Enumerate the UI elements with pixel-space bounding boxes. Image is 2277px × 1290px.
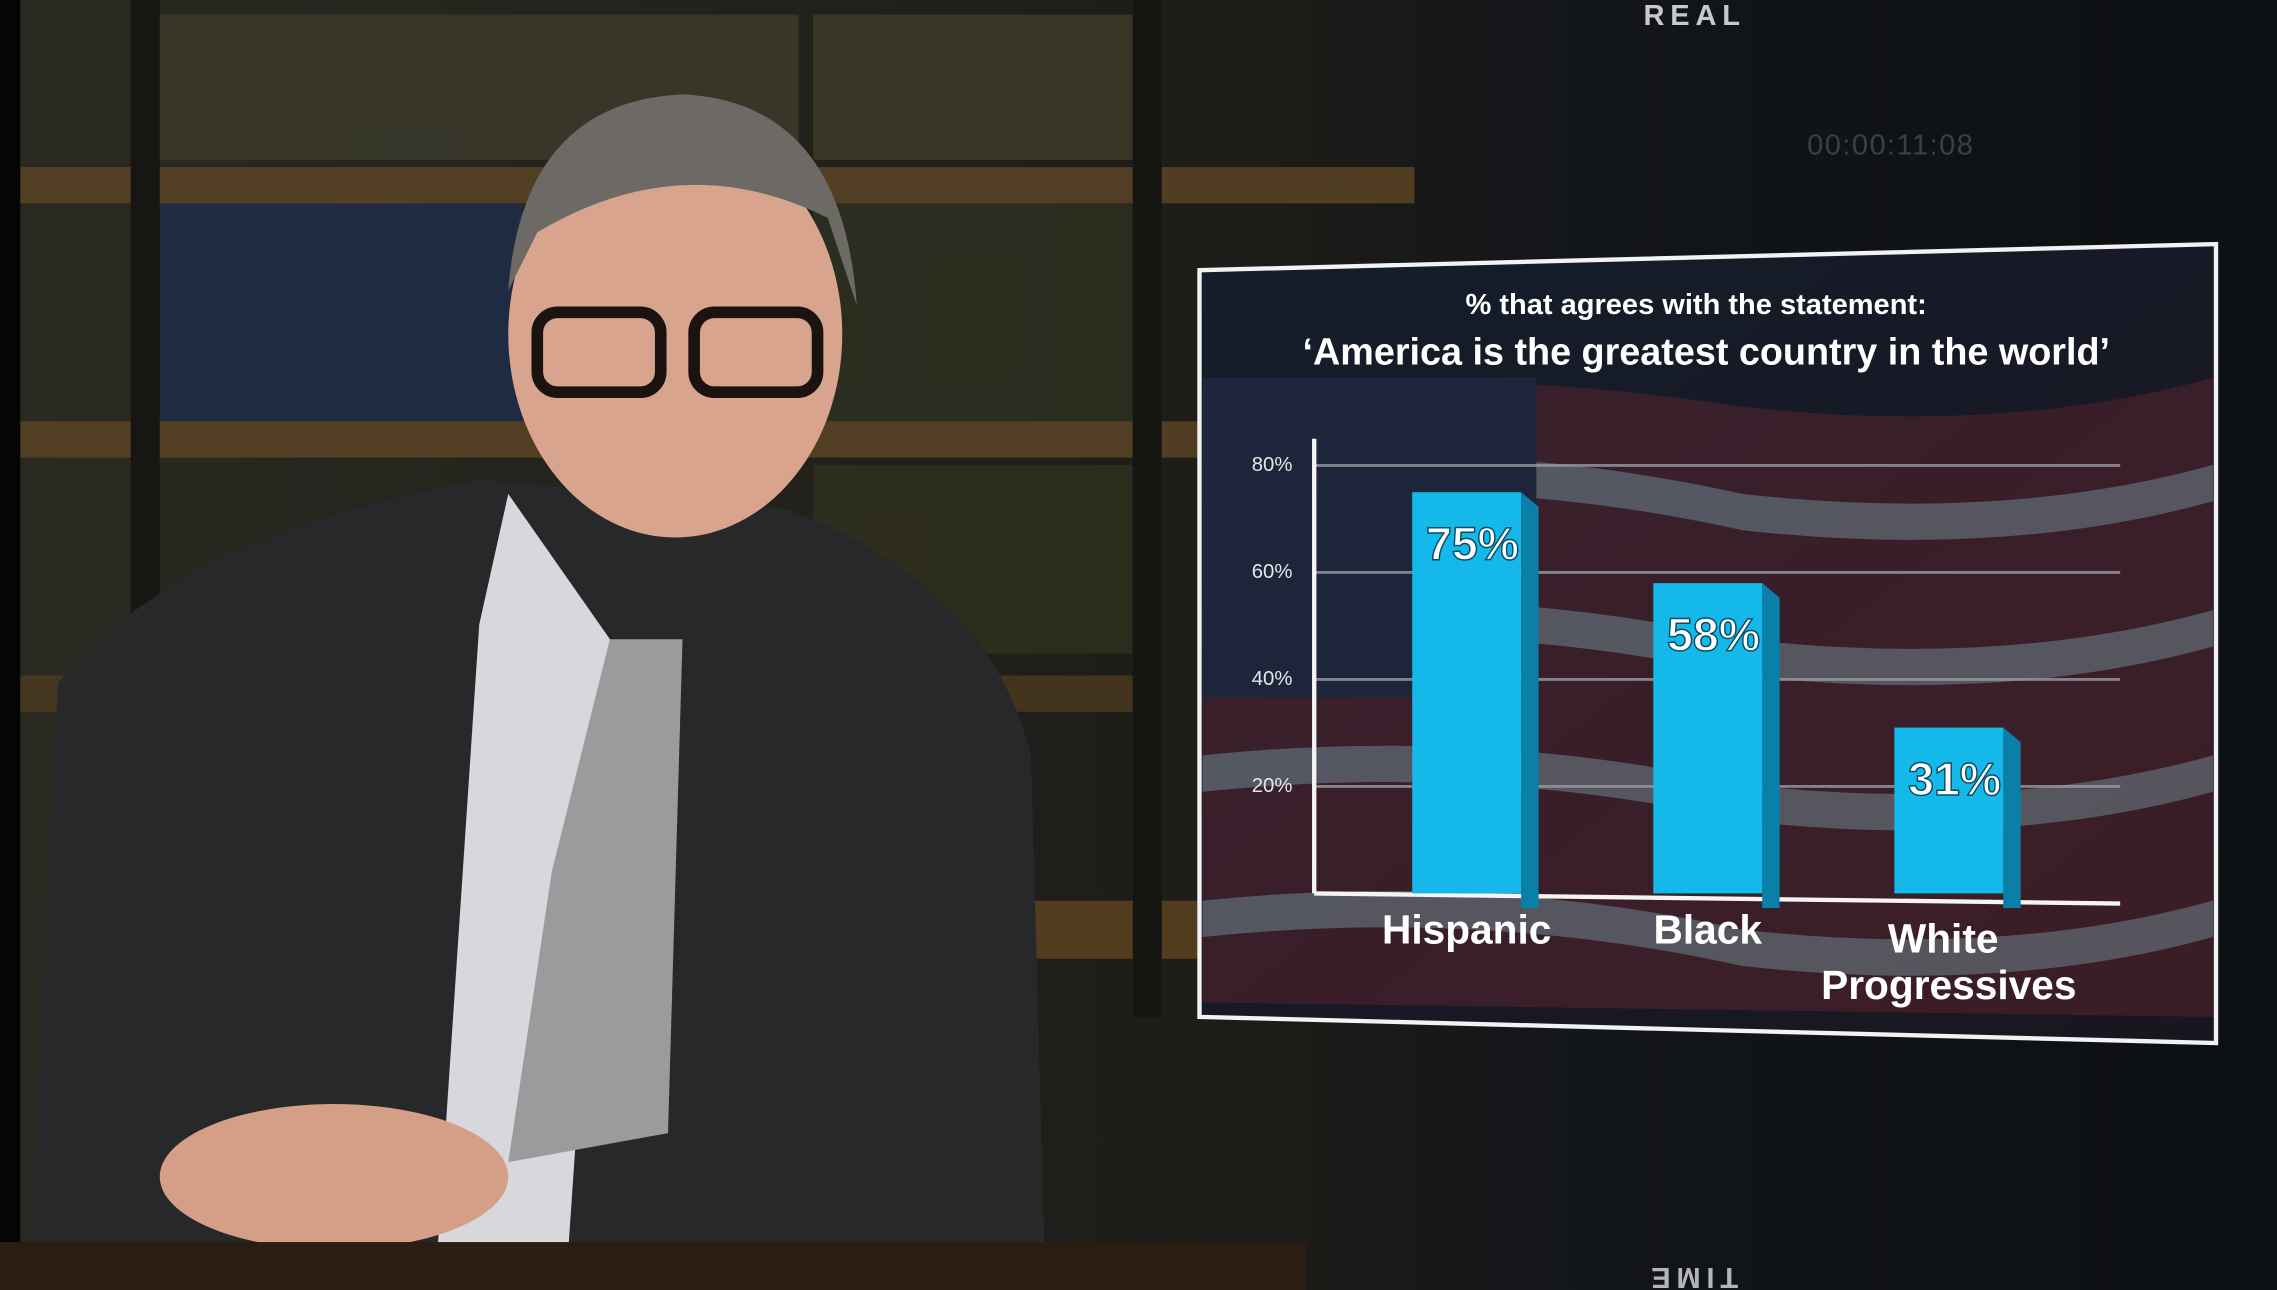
y-tick-label: 40% [1252, 668, 1293, 690]
y-tick-label: 80% [1252, 454, 1293, 476]
brand-top: REAL [1644, 0, 1746, 32]
plot: 20% 40% 60% 80% 75% Hispanic 58% Black 31% White … [1252, 438, 2121, 1008]
x-tick-label: White Progressives [1821, 915, 2076, 1007]
host [0, 94, 1307, 1290]
bar-side [2003, 727, 2021, 908]
x-tick-label: Hispanic [1382, 906, 1551, 952]
value-label: 58% [1667, 609, 1760, 661]
bar-side [1521, 492, 1539, 908]
bar-side [1762, 583, 1780, 908]
value-label: 31% [1908, 753, 2001, 805]
bar [1894, 727, 2004, 894]
x-axis [1314, 891, 2121, 906]
value-label: 75% [1426, 518, 1519, 570]
bar [1412, 492, 1522, 894]
bar [1653, 583, 1763, 894]
x-tick-label: Black [1654, 906, 1763, 952]
timecode: 00:00:11:08 [1807, 129, 1974, 161]
y-tick-label: 20% [1252, 775, 1293, 797]
left-border [0, 0, 21, 1290]
chart-subtitle: ‘America is the greatest country in the … [1303, 331, 2110, 373]
chart-title: % that agrees with the statement: [1465, 289, 1926, 321]
y-tick-label: 60% [1252, 561, 1293, 583]
brand-bottom: TIME [1645, 1261, 1738, 1290]
